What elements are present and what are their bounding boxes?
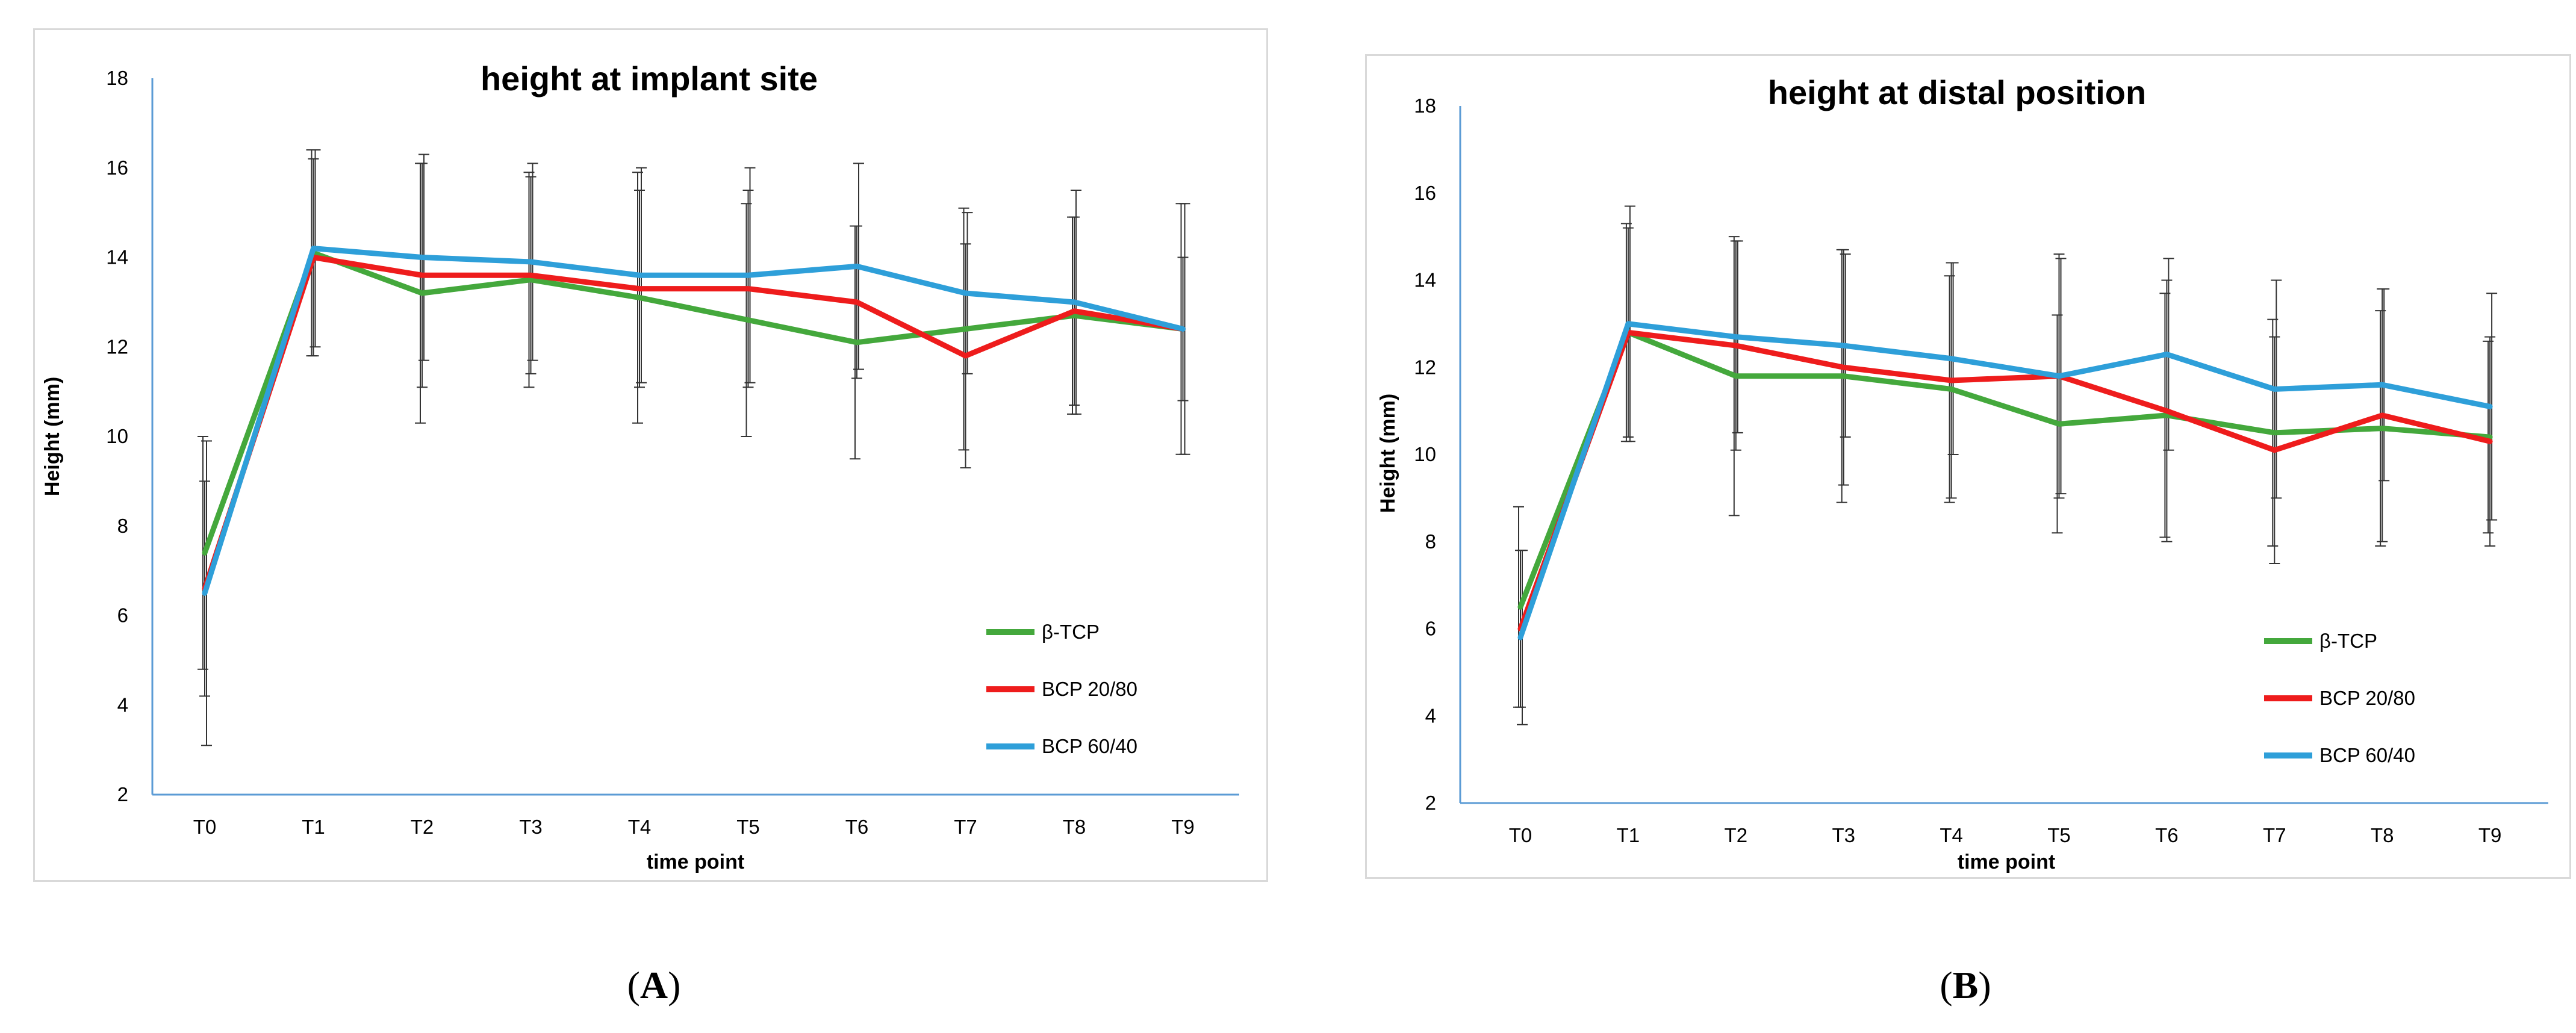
chart-b-y-tick-label: 10	[1414, 443, 1436, 465]
chart-a-x-tick-label: T4	[628, 816, 652, 838]
chart-a-legend-label-3: BCP 60/40	[1042, 735, 1137, 757]
caption-a: (A)	[627, 964, 681, 1007]
chart-b-x-tick-label: T5	[2047, 824, 2071, 846]
caption-b: (B)	[1940, 964, 1991, 1007]
chart-b-y-tick-label: 6	[1425, 618, 1436, 640]
chart-a-y-tick-label: 18	[106, 67, 128, 89]
chart-b-x-tick-label: T9	[2478, 824, 2502, 846]
chart-a-series-line-1	[202, 250, 1186, 556]
chart-b-legend-label-3: BCP 60/40	[2319, 744, 2415, 766]
chart-a-title: height at implant site	[481, 60, 818, 98]
chart-a-x-tick-label: T7	[954, 816, 977, 838]
chart-b-svg: 2 4 6 8 10 12 14 16 18 T0 T1 T2 T3 T4 T5 T6 T7 T8 T9 height…	[1377, 73, 2548, 873]
chart-b-series-line-1	[1517, 329, 2493, 610]
chart-a-y-tick-label: 12	[106, 335, 128, 358]
chart-a-x-tick-label: T6	[845, 816, 869, 838]
chart-b-x-tick-label: T3	[1832, 824, 1855, 846]
chart-b-y-tick-label: 14	[1414, 269, 1436, 291]
chart-panel-a: 2 4 6 8 10 12 14 16 18 T0 T1 T2 T3 T4 T5 T6 T7 T8 T9 height…	[33, 28, 1268, 882]
chart-a-y-tick-label: 2	[117, 783, 128, 805]
chart-b-legend-label-1: β-TCP	[2319, 630, 2377, 652]
chart-b-y-tick-label: 8	[1425, 530, 1436, 553]
chart-a-x-tick-label: T1	[302, 816, 325, 838]
chart-b-y-tick-label: 12	[1414, 356, 1436, 378]
chart-a-legend-label-2: BCP 20/80	[1042, 678, 1137, 700]
chart-a-y-tick-label: 6	[117, 604, 128, 627]
chart-a-x-tick-label: T9	[1171, 816, 1195, 838]
chart-b-y-axis-label: Height (mm)	[1377, 394, 1399, 513]
chart-b-x-tick-label: T4	[1940, 824, 1963, 846]
chart-a-y-tick-label: 4	[117, 693, 128, 716]
chart-b-x-tick-label: T0	[1509, 824, 1532, 846]
chart-a-x-tick-label: T0	[193, 816, 217, 838]
chart-a-y-tick-label: 8	[117, 515, 128, 537]
chart-b-x-tick-label: T2	[1725, 824, 1748, 846]
chart-b-title: height at distal position	[1768, 73, 2146, 111]
chart-a-legend-label-1: β-TCP	[1042, 621, 1100, 643]
chart-a-y-tick-label: 16	[106, 157, 128, 179]
chart-a-x-tick-label: T8	[1063, 816, 1086, 838]
chart-a-y-axis-label: Height (mm)	[41, 377, 64, 496]
chart-a-x-tick-label: T5	[736, 816, 760, 838]
chart-b-series-line-2	[1517, 329, 2493, 631]
chart-a-x-axis-label: time point	[647, 851, 744, 873]
chart-b-y-tick-label: 4	[1425, 704, 1436, 727]
chart-panel-b: 2 4 6 8 10 12 14 16 18 T0 T1 T2 T3 T4 T5 T6 T7 T8 T9 height…	[1365, 54, 2571, 879]
chart-a-x-tick-label: T3	[519, 816, 543, 838]
chart-a-series-line-2	[202, 255, 1186, 592]
chart-b-x-tick-label: T1	[1617, 824, 1640, 846]
chart-a-y-tick-label: 14	[106, 246, 128, 268]
chart-b-x-tick-label: T6	[2155, 824, 2179, 846]
chart-b-legend-label-2: BCP 20/80	[2319, 687, 2415, 709]
chart-a-x-tick-label: T2	[411, 816, 434, 838]
chart-b-y-tick-label: 18	[1414, 95, 1436, 117]
chart-b-x-axis-label: time point	[1958, 851, 2055, 873]
chart-b-series-line-3	[1517, 321, 2493, 641]
chart-b-x-tick-label: T8	[2371, 824, 2394, 846]
chart-a-series-line-3	[202, 246, 1186, 596]
chart-b-x-tick-label: T7	[2263, 824, 2286, 846]
chart-b-y-tick-label: 16	[1414, 182, 1436, 204]
chart-b-y-tick-label: 2	[1425, 792, 1436, 814]
chart-a-svg: 2 4 6 8 10 12 14 16 18 T0 T1 T2 T3 T4 T5 T6 T7 T8 T9 height…	[41, 60, 1239, 873]
chart-a-y-tick-label: 10	[106, 425, 128, 447]
